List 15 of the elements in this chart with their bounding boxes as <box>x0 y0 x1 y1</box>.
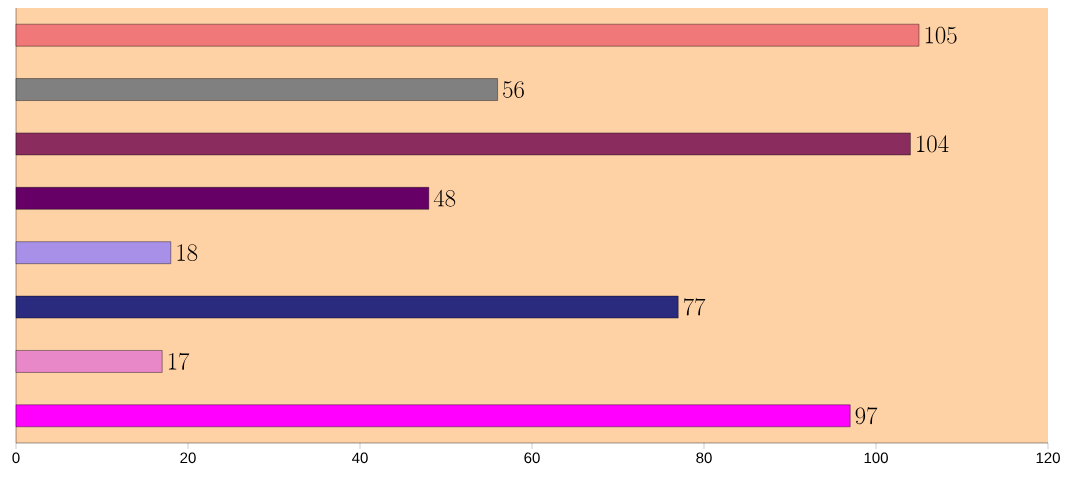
x-tick-label: 0 <box>12 452 20 464</box>
x-tick-label: 120 <box>1036 452 1060 464</box>
data-label: 18 <box>177 244 198 262</box>
data-label: 97 <box>855 407 878 425</box>
x-tick-label: 100 <box>864 452 888 464</box>
x-tick-label: 20 <box>180 452 196 464</box>
data-label: 17 <box>168 352 190 370</box>
data-label: 105 <box>925 26 957 44</box>
x-tick-label: 80 <box>696 452 712 464</box>
x-tick-label: 40 <box>352 452 368 464</box>
data-label: 56 <box>503 81 524 98</box>
data-label: 48 <box>433 189 456 207</box>
x-tick-label: 60 <box>524 452 540 464</box>
data-label: 77 <box>683 298 706 316</box>
data-label: 104 <box>917 135 949 153</box>
